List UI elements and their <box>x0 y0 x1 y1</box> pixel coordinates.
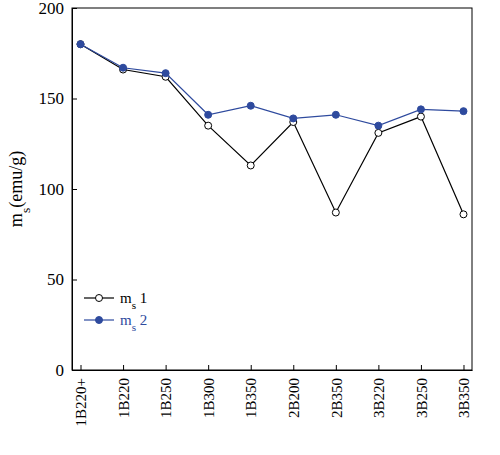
y-tick: 150 <box>39 89 78 108</box>
y-tick-label: 100 <box>39 180 65 199</box>
series-marker <box>162 70 169 77</box>
x-tick-label: 3B220 <box>371 378 387 418</box>
x-tick-label: 1B220 <box>116 378 132 418</box>
x-tick: 1B300 <box>201 365 217 418</box>
x-tick: 1B220+ <box>73 365 89 426</box>
x-tick: 3B350 <box>456 365 472 418</box>
x-axis-line <box>73 370 473 371</box>
series-line <box>81 44 464 125</box>
x-tick-label: 1B350 <box>243 378 259 418</box>
x-tick-label: 1B220+ <box>73 378 89 426</box>
x-tick: 1B220 <box>116 365 132 418</box>
series-marker <box>205 111 212 118</box>
x-tick-label: 3B350 <box>456 378 472 418</box>
series-marker <box>332 111 339 118</box>
plot-area <box>77 41 467 218</box>
series-marker <box>120 64 127 71</box>
x-tick-label: 2B200 <box>286 378 302 418</box>
series-marker <box>460 211 467 218</box>
series-marker <box>417 106 424 113</box>
series-marker <box>375 129 382 136</box>
x-tick: 1B250 <box>158 365 174 418</box>
x-tick-label: 3B250 <box>414 378 430 418</box>
y-tick-mark <box>72 189 77 190</box>
x-tick-mark <box>251 365 252 370</box>
x-tick-label: 2B350 <box>329 378 345 418</box>
y-axis-title: ms(emu/g) <box>6 151 33 227</box>
x-tick-mark <box>378 365 379 370</box>
series-line <box>81 44 464 214</box>
plot-frame <box>72 8 472 370</box>
series-marker <box>375 122 382 129</box>
x-tick-mark <box>463 365 464 370</box>
series-marker <box>77 41 84 48</box>
y-tick-label: 200 <box>39 0 65 18</box>
x-tick-mark <box>208 365 209 370</box>
x-tick: 2B200 <box>286 365 302 418</box>
series-marker <box>205 122 212 129</box>
x-tick-label: 1B250 <box>158 378 174 418</box>
y-tick-label: 150 <box>39 89 65 108</box>
x-tick-mark <box>81 365 82 370</box>
series-marker <box>460 108 467 115</box>
series-marker <box>332 209 339 216</box>
y-tick: 50 <box>47 270 77 289</box>
x-tick: 2B350 <box>329 365 345 418</box>
x-axis: 1B220+ 1B220 1B250 1B300 1B350 2B200 2B350 3B22… <box>73 365 473 426</box>
legend-marker <box>96 295 103 302</box>
legend-label: ms 1 <box>120 290 147 311</box>
y-tick-mark <box>72 280 77 281</box>
series-marker <box>77 41 84 48</box>
series-marker <box>247 102 254 109</box>
legend: ms 1ms 2 <box>84 290 147 333</box>
x-tick: 1B350 <box>243 365 259 418</box>
chart: 0 50 100 150 200 1B220+ 1B220 1B250 1B300 1B350 2B… <box>0 0 500 455</box>
x-tick-mark <box>123 365 124 370</box>
x-tick-label: 1B300 <box>201 378 217 418</box>
x-tick: 3B250 <box>414 365 430 418</box>
x-tick-mark <box>293 365 294 370</box>
y-tick: 200 <box>39 0 78 18</box>
y-tick-label: 50 <box>47 270 64 289</box>
y-tick: 100 <box>39 180 78 199</box>
series-marker <box>417 113 424 120</box>
legend-marker <box>96 317 103 324</box>
y-axis: 0 50 100 150 200 <box>39 0 78 380</box>
x-tick: 3B220 <box>371 365 387 418</box>
x-tick-mark <box>421 365 422 370</box>
y-tick-label: 0 <box>56 361 65 380</box>
x-tick-mark <box>166 365 167 370</box>
legend-label: ms 2 <box>120 312 147 333</box>
series-marker <box>290 115 297 122</box>
y-tick-mark <box>72 8 77 9</box>
x-tick-mark <box>336 365 337 370</box>
y-tick-mark <box>72 99 77 100</box>
series-marker <box>247 162 254 169</box>
